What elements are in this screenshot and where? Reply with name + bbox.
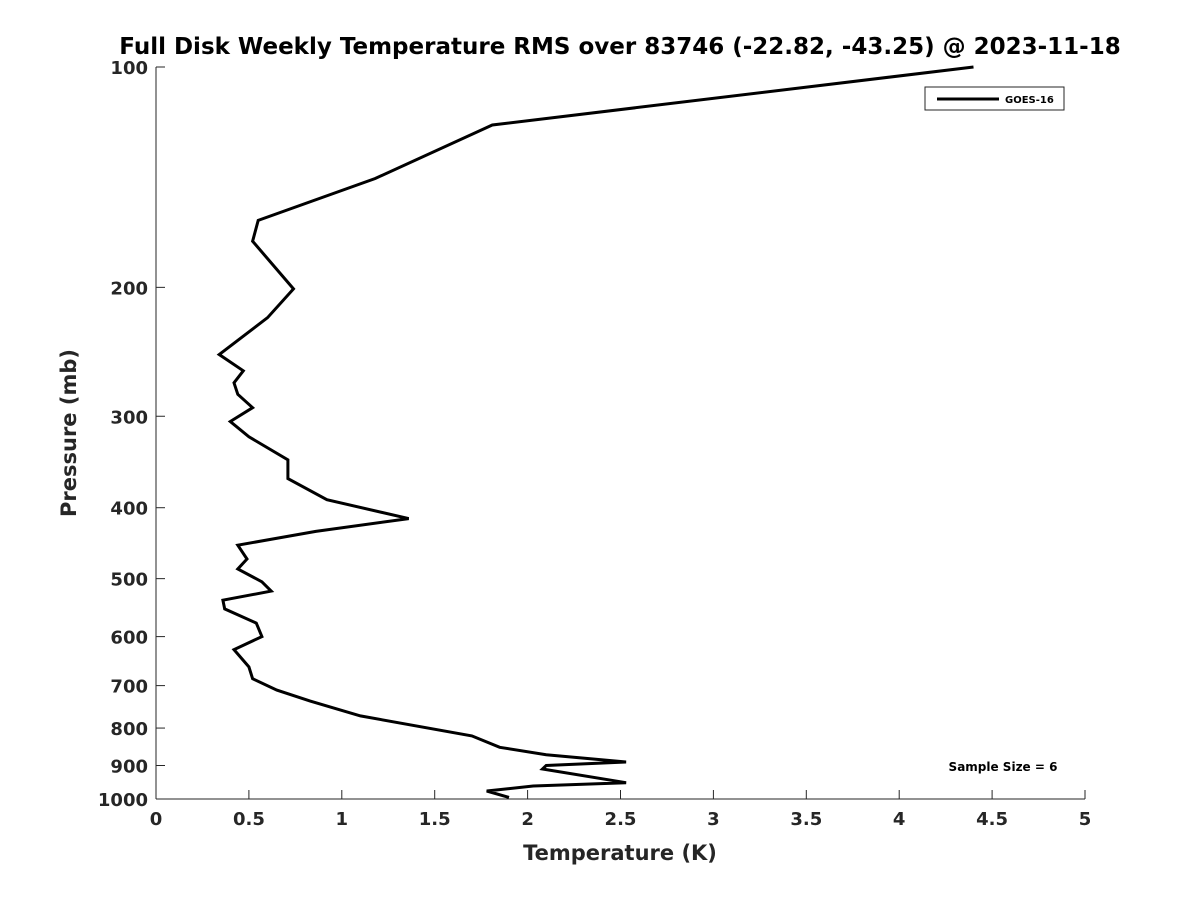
y-tick-label: 700 xyxy=(110,677,148,698)
x-ticks: 0 0.5 1 1.5 2 2.5 3 3.5 4 4.5 5 xyxy=(150,790,1092,830)
x-tick-label: 5 xyxy=(1079,809,1092,830)
y-tick-label: 500 xyxy=(110,570,148,591)
y-tick-label: 300 xyxy=(110,407,148,428)
x-tick-label: 2 xyxy=(521,809,534,830)
x-tick-label: 1 xyxy=(336,809,349,830)
x-tick-label: 3.5 xyxy=(790,809,822,830)
x-tick-label: 0 xyxy=(150,809,163,830)
x-tick-label: 4 xyxy=(893,809,906,830)
x-tick-label: 3 xyxy=(707,809,720,830)
x-tick-label: 2.5 xyxy=(605,809,637,830)
chart-title: Full Disk Weekly Temperature RMS over 83… xyxy=(119,34,1121,60)
series-layer xyxy=(216,65,974,799)
y-tick-label: 400 xyxy=(110,499,148,520)
y-tick-label: 800 xyxy=(110,719,148,740)
y-tick-label: 1000 xyxy=(98,790,148,811)
y-axis-label: Pressure (mb) xyxy=(57,349,81,517)
x-axis-label: Temperature (K) xyxy=(523,841,717,865)
x-tick-label: 4.5 xyxy=(976,809,1008,830)
sample-size-annotation: Sample Size = 6 xyxy=(949,760,1058,774)
x-tick-label: 0.5 xyxy=(233,809,265,830)
axes xyxy=(155,67,1085,800)
y-tick-label: 200 xyxy=(110,278,148,299)
y-tick-label: 100 xyxy=(110,58,148,79)
series-line-goes-16 xyxy=(216,65,974,799)
legend-label-goes-16: GOES-16 xyxy=(1005,95,1054,106)
y-tick-label: 900 xyxy=(110,757,148,778)
legend: GOES-16 xyxy=(924,86,1065,111)
y-tick-label: 600 xyxy=(110,628,148,649)
y-ticks: 100 200 300 400 500 600 700 800 900 1000 xyxy=(98,58,165,811)
x-tick-label: 1.5 xyxy=(419,809,451,830)
